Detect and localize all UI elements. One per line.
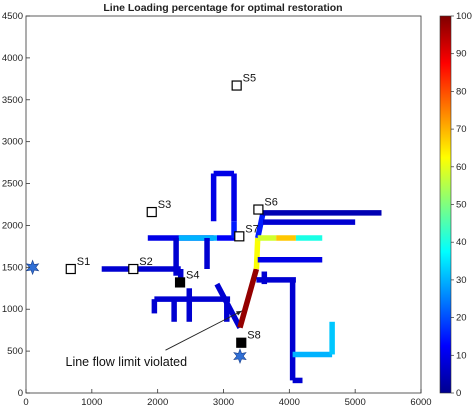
colorbar-tick-label: 90 <box>456 49 467 60</box>
x-tick-label: 5000 <box>345 397 366 408</box>
colorbar-tick-label: 0 <box>456 388 461 399</box>
colorbar-tick-label: 30 <box>456 275 467 286</box>
station-label-s3: S3 <box>158 199 171 211</box>
colorbar-tick-label: 10 <box>456 350 467 361</box>
colorbar-tick-label: 40 <box>456 237 467 248</box>
lines-layer <box>101 170 382 384</box>
x-tick-label: 4000 <box>279 397 300 408</box>
y-tick-label: 4500 <box>2 11 23 22</box>
line-segment-19 <box>253 237 261 270</box>
source-star-1 <box>25 259 40 276</box>
x-tick-label: 1000 <box>81 397 102 408</box>
station-label-s4: S4 <box>186 269 199 281</box>
y-tick-label: 0 <box>18 388 23 399</box>
colorbar-tick-label: 50 <box>456 200 467 211</box>
station-label-s2: S2 <box>139 256 152 268</box>
line-segment-18 <box>237 268 260 329</box>
colorbar-tick-label: 20 <box>456 313 467 324</box>
colorbar-ticks: 0 10 20 30 40 50 60 70 80 90 100 <box>451 11 472 399</box>
colorbar-tick-label: 70 <box>456 124 467 135</box>
station-marker-s2 <box>128 263 139 275</box>
y-tick-label: 3500 <box>2 95 23 106</box>
colorbar <box>439 15 452 394</box>
station-marker-s6 <box>253 204 264 215</box>
source-star-2 <box>233 348 247 364</box>
annotation-arrow-head <box>235 310 242 316</box>
line-segment-17 <box>214 282 243 329</box>
station-label-s5: S5 <box>243 73 256 85</box>
station-marker-s8 <box>236 337 247 348</box>
y-tick-label: 1000 <box>2 304 23 315</box>
x-tick-label: 3000 <box>213 397 234 408</box>
annotation-text: Line flow limit violated <box>66 355 188 369</box>
chart-title: Line Loading percentage for optimal rest… <box>103 2 342 14</box>
station-marker-s5 <box>231 80 242 91</box>
y-tick-label: 2500 <box>2 179 23 190</box>
station-marker-s1 <box>65 263 76 275</box>
station-marker-s7 <box>234 231 245 242</box>
y-tick-label: 500 <box>7 346 23 357</box>
colorbar-tick-label: 80 <box>456 86 467 97</box>
station-marker-s3 <box>146 206 157 218</box>
y-tick-label: 3000 <box>2 137 23 148</box>
colorbar-tick-label: 60 <box>456 162 467 173</box>
annotation: Line flow limit violated <box>66 310 243 369</box>
colorbar-tick-label: 100 <box>456 11 472 22</box>
station-marker-s4 <box>174 277 186 288</box>
station-label-s6: S6 <box>264 197 277 209</box>
y-tick-label: 4000 <box>2 53 23 64</box>
station-label-s1: S1 <box>77 256 90 268</box>
x-tick-label: 6000 <box>410 397 431 408</box>
markers-layer: S1 S2 S3 S4 S5 S6 S7 S8 <box>25 73 278 364</box>
x-tick-label: 2000 <box>147 397 168 408</box>
x-tick-label: 0 <box>23 397 28 408</box>
station-label-s7: S7 <box>245 223 258 235</box>
y-tick-label: 1500 <box>2 262 23 273</box>
ticks-layer: 0 1000 2000 3000 4000 5000 6000 0 500 1000 1500 200… <box>2 11 432 408</box>
y-tick-label: 2000 <box>2 220 23 231</box>
annotation-arrow-line <box>165 310 243 351</box>
station-label-s8: S8 <box>247 330 260 342</box>
plot-area <box>25 15 422 394</box>
line-segment-20 <box>255 212 266 239</box>
